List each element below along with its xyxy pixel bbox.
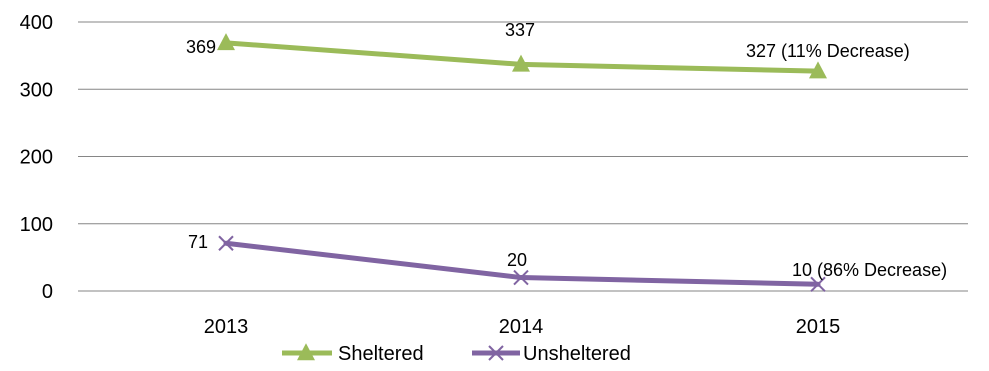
x-tick-label: 2014	[499, 316, 544, 338]
data-label: 369	[186, 37, 216, 57]
y-tick-label: 0	[42, 281, 53, 303]
x-marker	[810, 276, 826, 292]
triangle-marker	[297, 343, 315, 361]
y-tick-label: 300	[20, 79, 53, 101]
data-label: 71	[188, 232, 208, 252]
series-lines	[217, 33, 827, 292]
data-label: 20	[507, 250, 527, 270]
triangle-marker	[512, 54, 530, 72]
y-axis-tick-labels: 0 100 200 300 400	[20, 12, 53, 303]
triangle-marker	[217, 33, 235, 51]
data-label: 327 (11% Decrease)	[746, 41, 910, 61]
x-marker	[218, 235, 234, 251]
x-axis-tick-labels: 2013 2014 2015	[204, 316, 841, 338]
legend-label: Unsheltered	[523, 343, 631, 365]
data-label: 10 (86% Decrease)	[792, 260, 947, 280]
legend: Sheltered Unsheltered	[282, 343, 631, 365]
legend-label: Sheltered	[338, 343, 424, 365]
x-marker	[513, 269, 529, 286]
triangle-marker	[809, 61, 827, 79]
x-tick-label: 2015	[796, 316, 841, 338]
y-tick-label: 200	[20, 147, 53, 169]
data-labels: 369 337 327 (11% Decrease) 71 20 10 (86% Decr…	[186, 20, 947, 280]
data-label: 337	[505, 20, 535, 40]
x-tick-label: 2013	[204, 316, 249, 338]
y-tick-label: 400	[20, 12, 53, 34]
y-tick-label: 100	[20, 214, 53, 236]
gridlines	[78, 21, 968, 292]
x-marker	[488, 345, 504, 361]
